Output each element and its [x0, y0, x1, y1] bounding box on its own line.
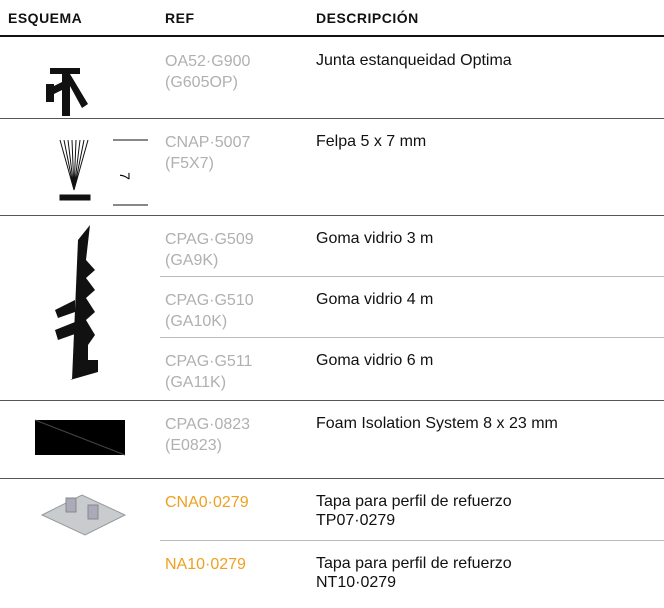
foam-icon [34, 419, 126, 456]
ref-line: CPAG·G511 [165, 353, 253, 370]
row-divider [160, 276, 664, 277]
row-divider [160, 337, 664, 338]
description-line: Felpa 5 x 7 mm [316, 133, 427, 150]
ref-line: OA52·G900 [165, 53, 251, 70]
description-line: Goma vidrio 6 m [316, 352, 434, 369]
felpa-dimension: 7 [117, 172, 133, 180]
ref-line: (GA9K) [165, 252, 219, 269]
ref-line: NA10·0279 [165, 556, 246, 573]
description-line: Goma vidrio 4 m [316, 291, 434, 308]
header-description: DESCRIPCIÓN [316, 10, 419, 26]
description-line: Goma vidrio 3 m [316, 230, 434, 247]
description-line: NT10·0279 [316, 574, 397, 591]
tapa-icon [40, 494, 127, 536]
description-line: Junta estanqueidad Optima [316, 52, 512, 69]
description-line: TP07·0279 [316, 512, 396, 529]
ref-line: CPAG·G510 [165, 292, 254, 309]
ref-line: CNAP·5007 [165, 134, 251, 151]
group-divider [0, 400, 664, 401]
row-divider [160, 540, 664, 541]
ref-line: (E0823) [165, 437, 222, 454]
description-line: Tapa para perfil de refuerzo [316, 493, 512, 510]
junta-icon [46, 68, 88, 116]
group-divider [0, 478, 664, 479]
header-ref: REF [165, 10, 195, 26]
felpa-icon [59, 139, 148, 206]
ref-line: CPAG·0823 [165, 416, 251, 433]
header-schema: ESQUEMA [8, 10, 83, 26]
ref-line: (GA10K) [165, 313, 228, 330]
ref-line: CPAG·G509 [165, 231, 254, 248]
header-rule [0, 35, 664, 37]
goma-icon [55, 225, 98, 380]
ref-line: CNA0·0279 [165, 494, 249, 511]
ref-line: (GA11K) [165, 374, 227, 391]
group-divider [0, 215, 664, 216]
ref-line: (F5X7) [165, 155, 214, 172]
description-line: Tapa para perfil de refuerzo [316, 555, 512, 572]
ref-line: (G605OP) [165, 74, 238, 91]
group-divider [0, 118, 664, 119]
description-line: Foam Isolation System 8 x 23 mm [316, 415, 558, 432]
